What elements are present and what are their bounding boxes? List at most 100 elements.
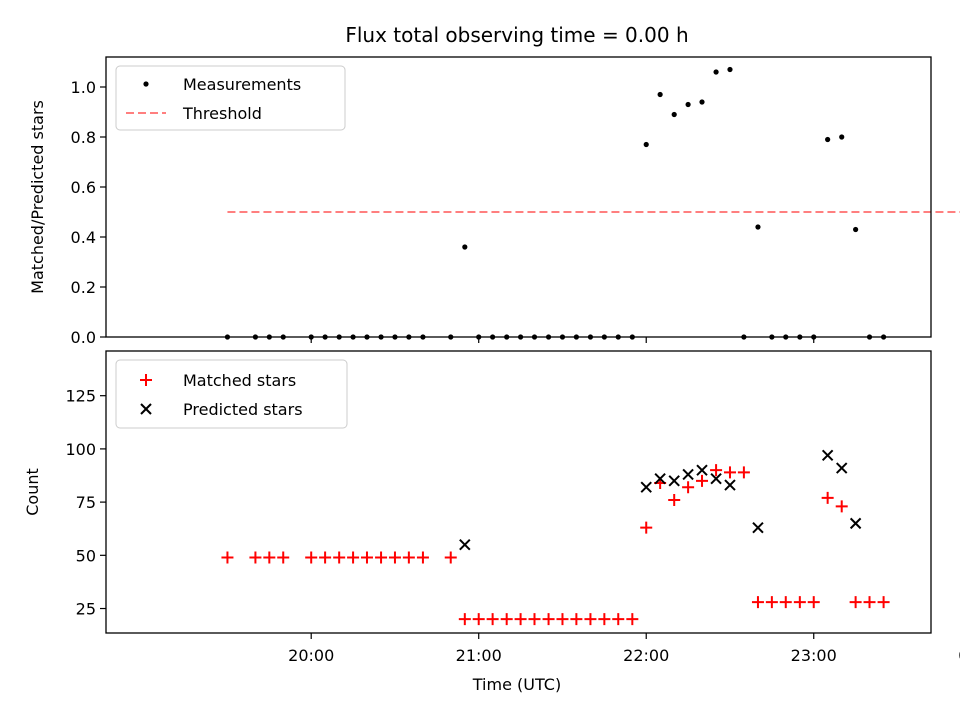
matched-stars-point bbox=[640, 521, 653, 534]
top-y-tick-label: 0.0 bbox=[71, 328, 96, 347]
measurements-point bbox=[685, 101, 691, 108]
matched-stars-point bbox=[388, 551, 401, 564]
matched-stars-point bbox=[765, 596, 778, 609]
top-legend: Measurements Threshold bbox=[115, 65, 346, 131]
predicted-stars-point bbox=[668, 475, 680, 487]
matched-stars-point bbox=[221, 551, 234, 564]
matched-stars-point bbox=[458, 613, 471, 626]
matched-stars-point bbox=[444, 551, 457, 564]
matched-stars-point bbox=[319, 551, 332, 564]
bottom-x-tick-label: 20:00 bbox=[288, 646, 334, 665]
chart-title: Flux total observing time = 0.00 h bbox=[345, 23, 688, 47]
legend-matched-marker bbox=[140, 374, 152, 386]
measurements-point bbox=[699, 99, 705, 105]
legend-measurements-label: Measurements bbox=[183, 75, 301, 94]
legend-predicted-label: Predicted stars bbox=[183, 400, 303, 419]
matched-stars-point bbox=[807, 596, 820, 609]
measurements-point bbox=[727, 66, 733, 73]
matched-stars-point bbox=[863, 596, 876, 609]
bottom-y-tick-label: 25 bbox=[76, 600, 96, 619]
predicted-stars-point bbox=[724, 479, 736, 491]
matched-stars-point bbox=[584, 613, 597, 626]
matched-stars-point bbox=[598, 613, 611, 626]
bottom-y-ticks: 25 50 75 100 125 bbox=[65, 387, 106, 619]
measurements-point bbox=[657, 91, 663, 98]
measurements-point bbox=[853, 226, 859, 233]
predicted-stars-point bbox=[640, 481, 652, 493]
predicted-stars-point bbox=[836, 462, 848, 474]
top-plot-area bbox=[224, 66, 960, 340]
matched-stars-point bbox=[333, 551, 346, 564]
matched-stars-point bbox=[723, 466, 736, 479]
predicted-stars-point bbox=[459, 538, 471, 551]
measurements-point bbox=[755, 224, 761, 230]
predicted-stars-point bbox=[821, 449, 834, 461]
bottom-x-tick-label: 23:00 bbox=[791, 646, 837, 665]
predicted-stars-point bbox=[849, 517, 862, 530]
legend-predicted-marker bbox=[140, 403, 152, 415]
top-y-tick-label: 0.6 bbox=[71, 178, 96, 197]
legend-matched-label: Matched stars bbox=[183, 371, 296, 390]
top-legend-frame bbox=[115, 65, 346, 131]
matched-stars-point bbox=[277, 551, 290, 564]
matched-stars-point bbox=[528, 613, 541, 626]
predicted-stars-point bbox=[654, 472, 666, 485]
matched-stars-point bbox=[626, 613, 639, 626]
bottom-y-tick-label: 125 bbox=[65, 387, 96, 406]
measurements-point bbox=[643, 141, 649, 148]
bottom-x-tick-label: 21:00 bbox=[456, 646, 502, 665]
bottom-plot-area bbox=[221, 449, 890, 626]
matched-stars-point bbox=[849, 596, 862, 609]
top-y-tick-label: 0.4 bbox=[71, 228, 96, 247]
matched-stars-point bbox=[779, 596, 792, 609]
matched-stars-point bbox=[347, 551, 360, 564]
matched-stars-point bbox=[486, 613, 499, 626]
matched-stars-point bbox=[682, 481, 695, 494]
top-y-tick-label: 0.8 bbox=[71, 128, 96, 147]
matched-stars-point bbox=[416, 551, 429, 564]
bottom-legend-frame bbox=[115, 359, 348, 429]
top-y-tick-label: 1.0 bbox=[71, 78, 96, 97]
bottom-x-ticks: 20:0021:0022:0023:0000:0001:0002:0003:00… bbox=[288, 633, 960, 665]
matched-stars-point bbox=[612, 613, 625, 626]
bottom-y-tick-label: 75 bbox=[76, 493, 96, 512]
predicted-stars-point bbox=[682, 468, 694, 481]
x-axis-label: Time (UTC) bbox=[472, 675, 561, 694]
matched-stars-point bbox=[821, 491, 834, 504]
matched-stars-point bbox=[668, 493, 681, 506]
matched-stars-point bbox=[793, 596, 806, 609]
matched-stars-point bbox=[305, 551, 318, 564]
matched-stars-point bbox=[556, 613, 569, 626]
matched-stars-point bbox=[751, 596, 764, 609]
matched-stars-point bbox=[710, 464, 723, 477]
predicted-stars-point bbox=[696, 464, 708, 476]
matched-stars-point bbox=[472, 613, 485, 626]
measurements-point bbox=[462, 244, 468, 250]
matched-stars-point bbox=[835, 500, 848, 513]
measurements-point bbox=[825, 136, 831, 143]
predicted-stars-point bbox=[710, 472, 722, 485]
measurements-point bbox=[671, 111, 677, 118]
top-y-tick-label: 0.2 bbox=[71, 278, 96, 297]
matched-stars-point bbox=[877, 596, 890, 609]
top-y-ticks: 0.0 0.2 0.4 0.6 0.8 1.0 bbox=[71, 78, 106, 347]
matched-stars-point bbox=[514, 613, 527, 626]
bottom-legend: Matched stars Predicted stars bbox=[115, 359, 348, 429]
top-x-ticks bbox=[310, 337, 815, 343]
matched-stars-point bbox=[542, 613, 555, 626]
legend-measurements-marker bbox=[143, 81, 149, 87]
bottom-x-tick-label: 22:00 bbox=[623, 646, 669, 665]
matched-stars-point bbox=[737, 466, 750, 479]
measurements-point bbox=[713, 69, 719, 75]
matched-stars-point bbox=[375, 551, 388, 564]
bottom-axes-frame bbox=[105, 350, 932, 634]
top-y-axis-label: Matched/Predicted stars bbox=[28, 100, 47, 294]
matched-stars-point bbox=[263, 551, 276, 564]
top-axes-frame bbox=[105, 56, 932, 338]
matched-stars-point bbox=[696, 474, 709, 487]
bottom-y-tick-label: 50 bbox=[76, 546, 96, 565]
bottom-y-axis-label: Count bbox=[23, 468, 42, 516]
matched-stars-point bbox=[402, 551, 415, 564]
